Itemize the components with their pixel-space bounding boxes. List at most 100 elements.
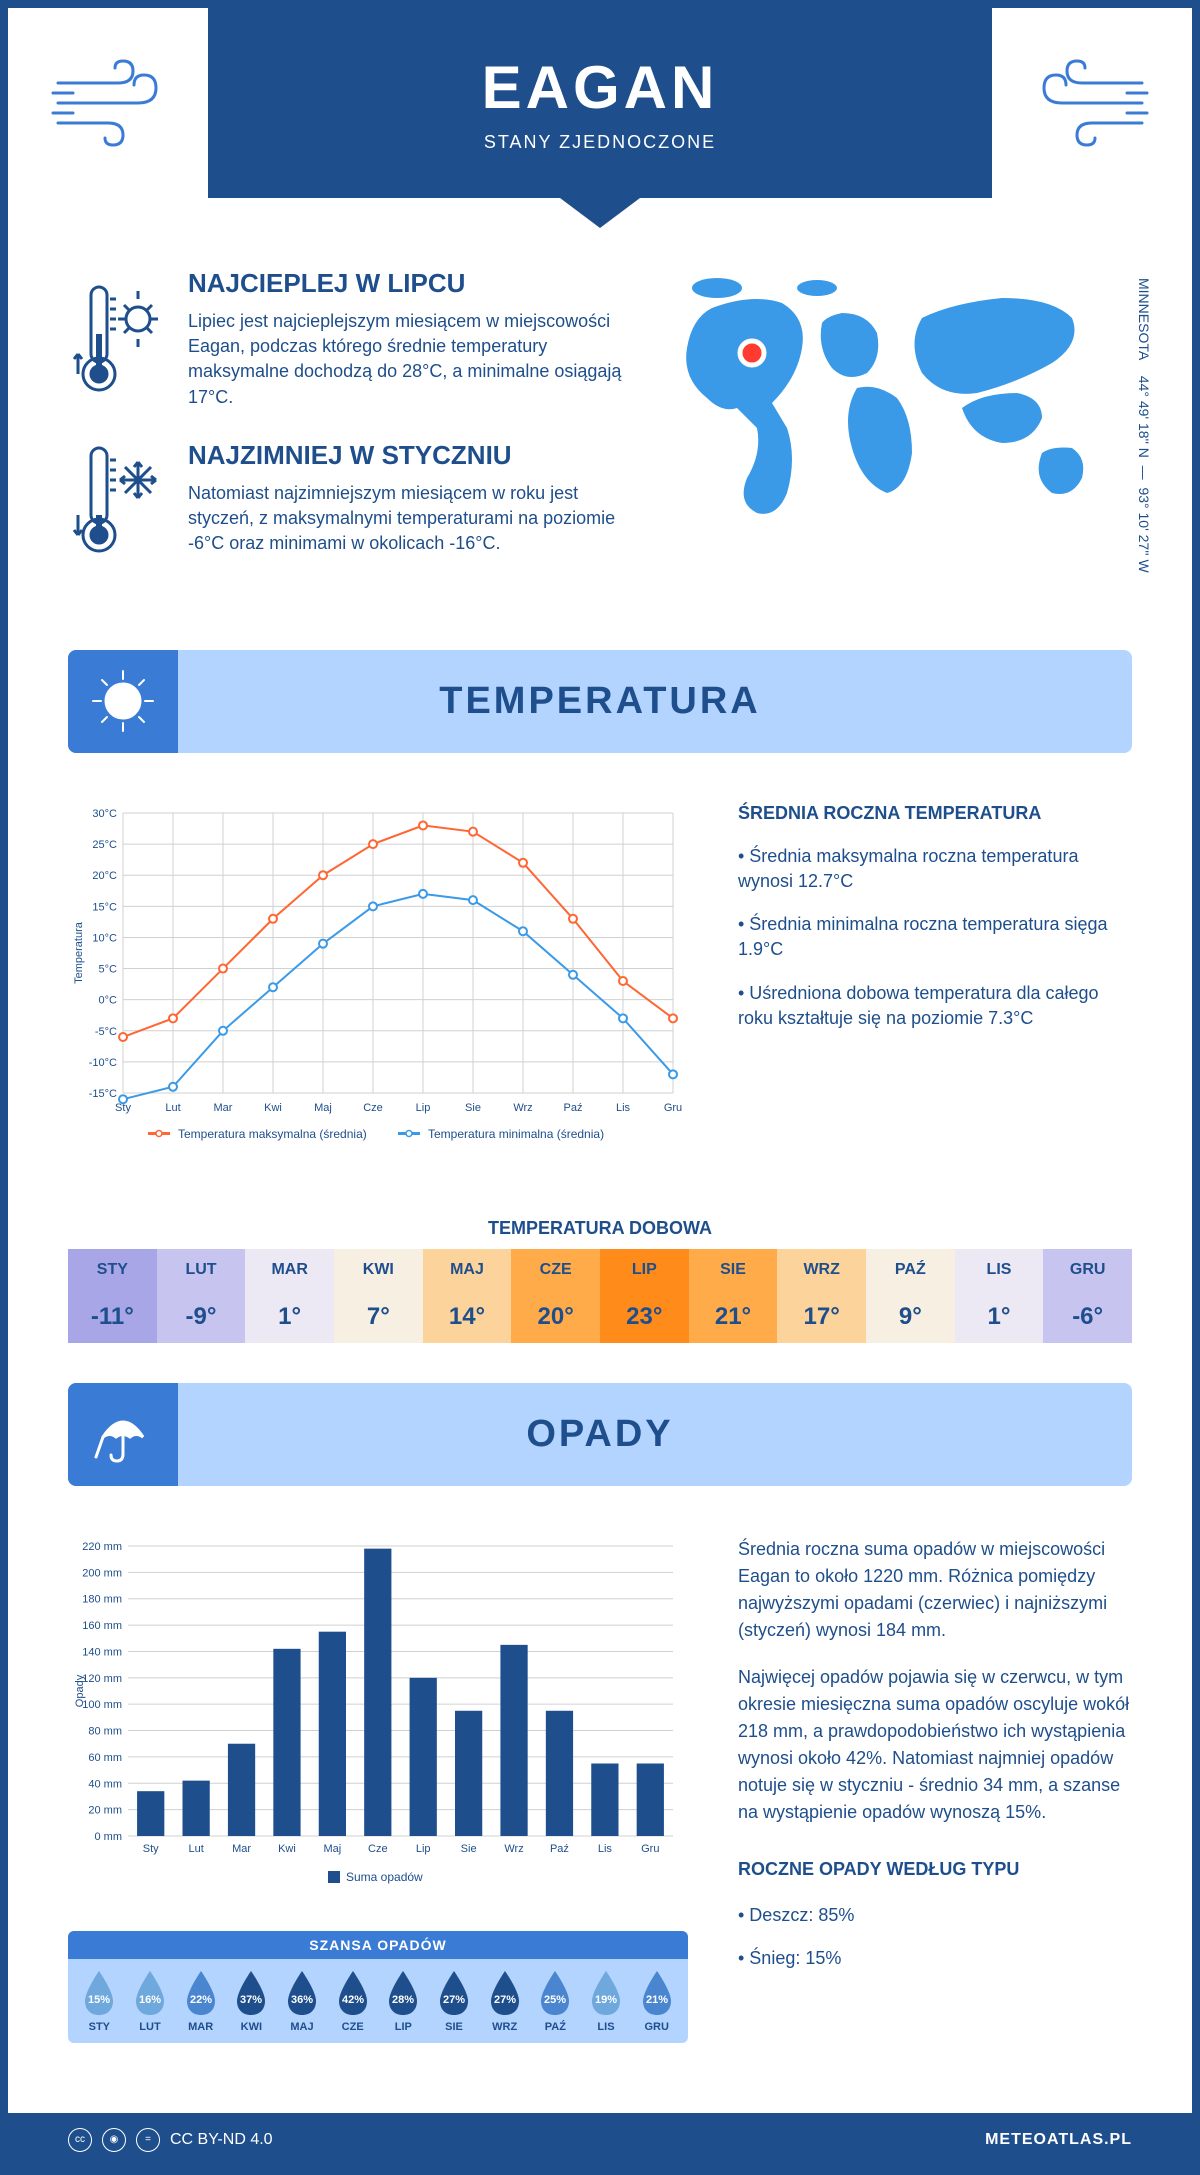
temp-table-value: -11° bbox=[68, 1291, 157, 1343]
temp-table-value: 20° bbox=[511, 1291, 600, 1343]
svg-text:5°C: 5°C bbox=[99, 963, 118, 975]
temp-summary-bullet: • Średnia maksymalna roczna temperatura … bbox=[738, 844, 1132, 894]
region-label: MINNESOTA bbox=[1136, 278, 1152, 360]
svg-text:Lut: Lut bbox=[188, 1843, 203, 1855]
precip-p1: Średnia roczna suma opadów w miejscowośc… bbox=[738, 1536, 1132, 1644]
svg-text:Cze: Cze bbox=[363, 1102, 383, 1114]
temp-table-month: GRU bbox=[1043, 1249, 1132, 1291]
svg-text:160 mm: 160 mm bbox=[82, 1620, 122, 1632]
svg-text:28%: 28% bbox=[392, 1994, 414, 2006]
drop-icon: 27% bbox=[485, 1969, 525, 2017]
svg-text:0°C: 0°C bbox=[99, 994, 118, 1006]
svg-text:Paź: Paź bbox=[550, 1843, 569, 1855]
svg-text:Wrz: Wrz bbox=[504, 1843, 523, 1855]
svg-text:42%: 42% bbox=[342, 1994, 364, 2006]
temp-summary-bullet: • Uśredniona dobowa temperatura dla całe… bbox=[738, 981, 1132, 1031]
svg-text:19%: 19% bbox=[595, 1994, 617, 2006]
svg-text:27%: 27% bbox=[494, 1994, 516, 2006]
thermometer-hot-icon bbox=[68, 268, 168, 410]
svg-text:-5°C: -5°C bbox=[95, 1026, 117, 1038]
temp-table-value: 21° bbox=[689, 1291, 778, 1343]
drop-icon: 42% bbox=[333, 1969, 373, 2017]
precip-type-item: • Deszcz: 85% bbox=[738, 1903, 1132, 1928]
svg-text:80 mm: 80 mm bbox=[88, 1725, 122, 1737]
temp-table-month: LIP bbox=[600, 1249, 689, 1291]
temp-summary-title: ŚREDNIA ROCZNA TEMPERATURA bbox=[738, 803, 1132, 824]
chance-month: LIS bbox=[581, 2021, 632, 2033]
chance-cell: 37% KWI bbox=[226, 1969, 277, 2033]
hottest-fact: NAJCIEPLEJ W LIPCU Lipiec jest najcieple… bbox=[68, 268, 632, 410]
precip-title: OPADY bbox=[526, 1413, 673, 1456]
chance-cell: 36% MAJ bbox=[277, 1969, 328, 2033]
svg-text:27%: 27% bbox=[443, 1994, 465, 2006]
coldest-title: NAJZIMNIEJ W STYCZNIU bbox=[188, 440, 632, 471]
temp-table-value: 17° bbox=[777, 1291, 866, 1343]
svg-text:220 mm: 220 mm bbox=[82, 1541, 122, 1553]
daily-temp-title: TEMPERATURA DOBOWA bbox=[8, 1218, 1192, 1239]
hottest-text: Lipiec jest najcieplejszym miesiącem w m… bbox=[188, 309, 632, 410]
svg-text:Temperatura minimalna (średnia: Temperatura minimalna (średnia) bbox=[428, 1127, 604, 1141]
svg-text:Maj: Maj bbox=[324, 1843, 342, 1855]
drop-icon: 28% bbox=[383, 1969, 423, 2017]
svg-text:Sie: Sie bbox=[465, 1102, 481, 1114]
world-map: MINNESOTA 44° 49' 18'' N — 93° 10' 27'' … bbox=[662, 268, 1132, 590]
svg-text:60 mm: 60 mm bbox=[88, 1752, 122, 1764]
temp-table-value: 1° bbox=[245, 1291, 334, 1343]
temp-table-value: 14° bbox=[423, 1291, 512, 1343]
svg-text:0 mm: 0 mm bbox=[95, 1831, 123, 1843]
wind-deco-right bbox=[992, 8, 1192, 198]
temp-table-value: 7° bbox=[334, 1291, 423, 1343]
chance-panel: SZANSA OPADÓW 15% STY 16% LUT 22% MAR bbox=[68, 1931, 688, 2043]
svg-text:Gru: Gru bbox=[641, 1843, 659, 1855]
svg-text:15%: 15% bbox=[88, 1994, 110, 2006]
temperature-section-header: TEMPERATURA bbox=[68, 650, 1132, 753]
umbrella-icon bbox=[68, 1383, 178, 1486]
lon-label: 93° 10' 27'' W bbox=[1136, 487, 1152, 572]
temp-table-value: -9° bbox=[157, 1291, 246, 1343]
svg-text:Suma opadów: Suma opadów bbox=[346, 1870, 423, 1884]
temp-table-month: MAJ bbox=[423, 1249, 512, 1291]
svg-text:22%: 22% bbox=[190, 1994, 212, 2006]
chance-cell: 22% MAR bbox=[175, 1969, 226, 2033]
temp-table-month: SIE bbox=[689, 1249, 778, 1291]
svg-text:Kwi: Kwi bbox=[264, 1102, 282, 1114]
header: EAGAN STANY ZJEDNOCZONE bbox=[8, 8, 1192, 198]
svg-text:Paź: Paź bbox=[564, 1102, 583, 1114]
temp-table-month: LUT bbox=[157, 1249, 246, 1291]
precip-text-block: Średnia roczna suma opadów w miejscowośc… bbox=[738, 1536, 1132, 2043]
svg-text:16%: 16% bbox=[139, 1994, 161, 2006]
temp-summary-bullet: • Średnia minimalna roczna temperatura s… bbox=[738, 912, 1132, 962]
svg-text:20°C: 20°C bbox=[92, 870, 117, 882]
chance-month: KWI bbox=[226, 2021, 277, 2033]
temp-table-value: 1° bbox=[955, 1291, 1044, 1343]
drop-icon: 27% bbox=[434, 1969, 474, 2017]
svg-text:Lis: Lis bbox=[616, 1102, 631, 1114]
temp-table-month: CZE bbox=[511, 1249, 600, 1291]
chance-month: LIP bbox=[378, 2021, 429, 2033]
precip-type-item: • Śnieg: 15% bbox=[738, 1946, 1132, 1971]
lat-label: 44° 49' 18'' N bbox=[1136, 376, 1152, 458]
svg-text:Sie: Sie bbox=[461, 1843, 477, 1855]
chance-cell: 19% LIS bbox=[581, 1969, 632, 2033]
temp-table-month: LIS bbox=[955, 1249, 1044, 1291]
sun-icon bbox=[68, 650, 178, 753]
svg-text:100 mm: 100 mm bbox=[82, 1699, 122, 1711]
precip-section-header: OPADY bbox=[68, 1383, 1132, 1486]
hottest-title: NAJCIEPLEJ W LIPCU bbox=[188, 268, 632, 299]
svg-text:10°C: 10°C bbox=[92, 932, 117, 944]
svg-text:15°C: 15°C bbox=[92, 901, 117, 913]
drop-icon: 37% bbox=[231, 1969, 271, 2017]
temp-table-month: STY bbox=[68, 1249, 157, 1291]
svg-text:20 mm: 20 mm bbox=[88, 1804, 122, 1816]
chance-cell: 16% LUT bbox=[125, 1969, 176, 2033]
svg-text:Opady: Opady bbox=[74, 1674, 86, 1707]
city-name: EAGAN bbox=[208, 53, 992, 122]
chance-cell: 15% STY bbox=[74, 1969, 125, 2033]
temperature-summary: ŚREDNIA ROCZNA TEMPERATURA • Średnia mak… bbox=[738, 803, 1132, 1168]
coordinates: MINNESOTA 44° 49' 18'' N — 93° 10' 27'' … bbox=[1136, 278, 1152, 573]
svg-text:Lut: Lut bbox=[165, 1102, 180, 1114]
thermometer-cold-icon bbox=[68, 440, 168, 560]
chance-title: SZANSA OPADÓW bbox=[68, 1931, 688, 1959]
temp-table-value: 23° bbox=[600, 1291, 689, 1343]
precip-bar-chart: 0 mm20 mm40 mm60 mm80 mm100 mm120 mm140 … bbox=[68, 1536, 688, 1901]
